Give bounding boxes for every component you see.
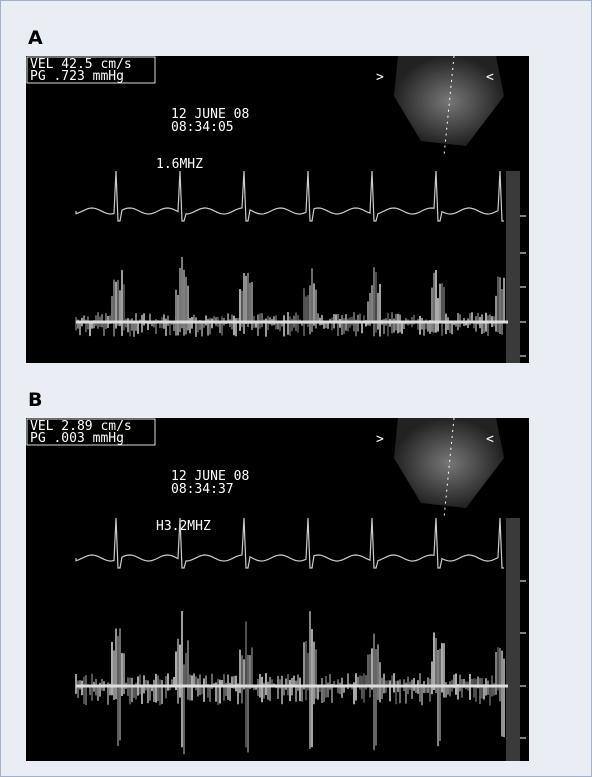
marker: < — [486, 432, 494, 447]
frequency: 1.6MHZ — [156, 157, 203, 172]
ecg-trace — [75, 170, 504, 222]
time: 08:34:37 — [171, 482, 234, 497]
scale-bar — [506, 171, 520, 363]
panel-label: B — [28, 389, 43, 411]
frequency: H3.2MHZ — [156, 519, 211, 534]
marker: > — [376, 432, 384, 447]
readout-box — [26, 418, 156, 446]
marker: < — [486, 70, 494, 85]
velocity: VEL 42.5 cm/s — [30, 57, 132, 72]
readout-box — [26, 56, 156, 84]
gradient: PG .723 mmHg — [30, 69, 124, 84]
panel-label: A — [28, 27, 43, 49]
date: 12 JUNE 08 — [171, 469, 249, 484]
gradient: PG .003 mmHg — [30, 431, 124, 446]
ecg-trace — [75, 517, 504, 569]
doppler-image: VEL 2.89 cm/sPG .003 mmHg 12 JUNE 0808:34… — [26, 418, 529, 761]
echo-sector — [394, 56, 504, 146]
doppler-image: VEL 42.5 cm/sPG .723 mmHg 12 JUNE 0808:34… — [26, 56, 529, 363]
time: 08:34:05 — [171, 120, 234, 135]
echo-sector — [394, 418, 504, 508]
marker: > — [376, 70, 384, 85]
velocity: VEL 2.89 cm/s — [30, 419, 132, 434]
date: 12 JUNE 08 — [171, 107, 249, 122]
scale-bar — [506, 518, 520, 761]
